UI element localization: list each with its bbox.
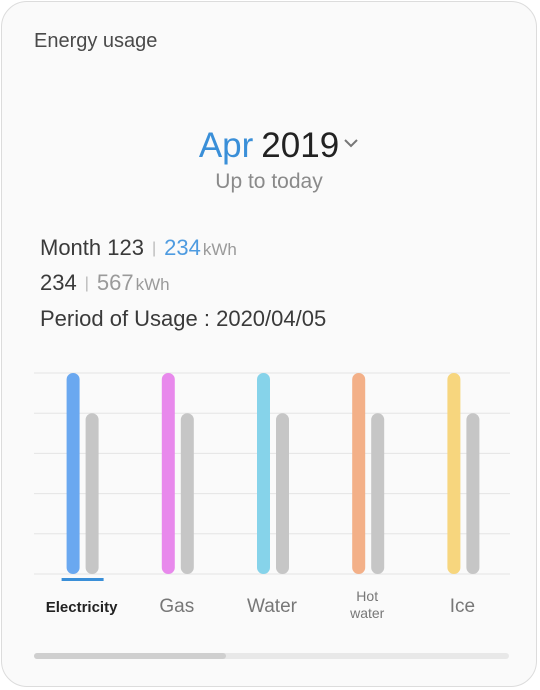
- category-label-line: Water: [247, 596, 298, 617]
- stat-unit: kWh: [135, 275, 170, 294]
- compare-bar[interactable]: [180, 413, 194, 574]
- stat-row-month: Month 123 | 234 kWh: [40, 235, 237, 261]
- compare-bar[interactable]: [85, 413, 99, 574]
- card-title: Energy usage: [34, 30, 158, 52]
- chevron-down-icon[interactable]: [341, 136, 361, 152]
- usage-bar[interactable]: [352, 373, 366, 574]
- selected-indicator: [61, 578, 104, 581]
- category-label[interactable]: Electricity: [46, 599, 118, 616]
- period-month[interactable]: Apr: [198, 126, 254, 165]
- category-label[interactable]: Water: [247, 596, 298, 617]
- period-of-usage: Period of Usage : 2020/04/05: [40, 306, 327, 331]
- period-selector[interactable]: Apr 2019: [2, 126, 536, 166]
- category-label-line: water: [349, 605, 385, 621]
- scrollbar-thumb[interactable]: [34, 653, 226, 659]
- category-label[interactable]: Gas: [159, 596, 194, 617]
- category-label[interactable]: Ice: [450, 596, 475, 617]
- compare-bar[interactable]: [466, 413, 480, 574]
- usage-bar[interactable]: [257, 373, 270, 574]
- separator: |: [84, 275, 89, 292]
- usage-bar[interactable]: [447, 373, 461, 574]
- period-subtitle: Up to today: [215, 170, 323, 193]
- compare-bar[interactable]: [276, 413, 289, 574]
- usage-bar[interactable]: [161, 373, 175, 574]
- stat-value: 567: [96, 270, 134, 295]
- stat-label: Month 123: [40, 235, 144, 260]
- usage-bar[interactable]: [66, 373, 80, 574]
- stat-value: 234: [164, 235, 201, 260]
- stat-label: 234: [40, 270, 77, 295]
- stat-unit: kWh: [202, 240, 237, 259]
- compare-bar[interactable]: [371, 413, 385, 574]
- horizontal-scrollbar[interactable]: [34, 653, 509, 659]
- category-label-line: Gas: [159, 596, 194, 617]
- category-label-line: Ice: [450, 596, 475, 617]
- stat-row-compare: 234 | 567 kWh: [40, 270, 170, 296]
- period-year[interactable]: 2019: [261, 126, 340, 165]
- separator: |: [151, 240, 157, 257]
- category-label[interactable]: Hot water: [349, 588, 385, 621]
- usage-bar-chart: Electricity Gas Water Hot water Ice: [34, 372, 510, 621]
- category-label-line: Hot: [356, 588, 378, 604]
- category-label-line: Electricity: [46, 599, 118, 616]
